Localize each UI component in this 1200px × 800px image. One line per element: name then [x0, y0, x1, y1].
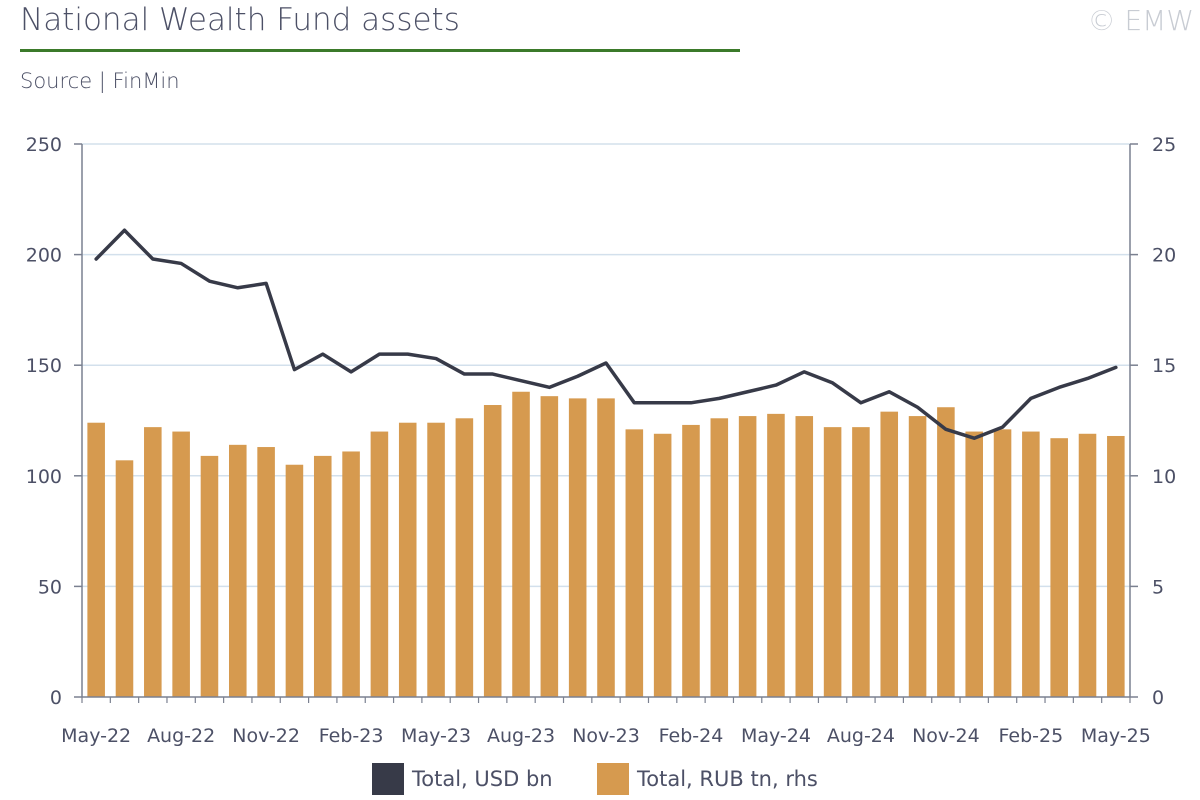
bar-May-23 [427, 422, 445, 697]
bar-Jan-24 [653, 433, 672, 697]
bar-Mar-23 [370, 431, 389, 697]
copyright-mark: © EMW [1087, 4, 1194, 37]
bar-Apr-24 [738, 416, 757, 697]
title-underline [20, 49, 740, 52]
bar-Dec-23 [625, 429, 644, 697]
chart-title: National Wealth Fund assets [20, 2, 460, 38]
bar-Apr-23 [398, 422, 417, 697]
left-tick-label: 50 [38, 576, 62, 598]
x-tick-label: Nov-23 [572, 725, 640, 747]
bar-Feb-25 [1022, 431, 1040, 697]
bar-Mar-25 [1050, 438, 1068, 697]
bar-Jul-23 [483, 405, 502, 697]
bar-Oct-23 [568, 398, 587, 697]
right-tick-label: 15 [1152, 355, 1176, 377]
left-tick-label: 250 [26, 134, 62, 156]
x-tick-label: May-24 [741, 725, 811, 747]
left-tick-label: 200 [26, 245, 62, 267]
x-tick-label: Feb-24 [659, 725, 724, 747]
bar-Sep-24 [880, 411, 899, 697]
legend: Total, USD bn Total, RUB tn, rhs [0, 763, 1200, 799]
bar-Aug-23 [512, 391, 530, 697]
bar-Jun-24 [795, 416, 814, 697]
bar-Jul-24 [823, 427, 842, 697]
bar-Dec-22 [285, 464, 304, 697]
legend-swatch-rub [597, 763, 629, 795]
bar-Jul-22 [144, 427, 162, 697]
bar-Aug-24 [852, 427, 870, 697]
x-tick-label: Aug-24 [827, 725, 895, 747]
bar-Nov-22 [257, 447, 275, 697]
right-tick-label: 5 [1152, 576, 1164, 598]
bar-Jun-22 [115, 460, 134, 697]
x-tick-label: May-23 [401, 725, 471, 747]
bar-Nov-23 [597, 398, 615, 697]
legend-label-usd: Total, USD bn [412, 767, 553, 791]
left-tick-label: 100 [26, 466, 62, 488]
bar-Oct-22 [229, 444, 247, 697]
x-tick-label: Nov-24 [912, 725, 980, 747]
bar-Jan-23 [313, 455, 332, 697]
bar-Dec-24 [965, 431, 983, 697]
bar-Feb-24 [682, 424, 700, 697]
x-tick-label: May-25 [1081, 725, 1151, 747]
x-tick-label: Aug-22 [147, 725, 215, 747]
x-tick-label: Feb-25 [999, 725, 1064, 747]
bar-May-25 [1107, 435, 1125, 697]
x-tick-label: May-22 [61, 725, 131, 747]
legend-item-usd: Total, USD bn [372, 763, 553, 795]
left-tick-label: 0 [50, 687, 62, 709]
bar-Apr-25 [1078, 433, 1097, 697]
bar-Feb-23 [342, 451, 360, 697]
bar-Oct-24 [908, 416, 927, 697]
right-tick-label: 25 [1152, 134, 1176, 156]
source-note: Source | FinMin [20, 69, 180, 93]
right-tick-label: 20 [1152, 245, 1176, 267]
bar-Sep-22 [200, 455, 219, 697]
x-tick-label: Aug-23 [487, 725, 555, 747]
x-tick-label: Nov-22 [232, 725, 300, 747]
bar-May-24 [767, 413, 785, 697]
bar-Sep-23 [540, 396, 559, 697]
bar-Mar-24 [710, 418, 729, 697]
left-tick-label: 150 [26, 355, 62, 377]
right-tick-label: 10 [1152, 466, 1176, 488]
right-tick-label: 0 [1152, 687, 1164, 709]
legend-item-rub: Total, RUB tn, rhs [597, 763, 818, 795]
bar-Aug-22 [172, 431, 190, 697]
x-tick-label: Feb-23 [319, 725, 384, 747]
line-series-usd [94, 228, 1118, 440]
legend-label-rub: Total, RUB tn, rhs [637, 767, 818, 791]
bar-Nov-24 [937, 407, 955, 697]
legend-swatch-usd [372, 763, 404, 795]
bar-May-22 [87, 422, 105, 697]
bar-Jun-23 [455, 418, 474, 697]
bar-Jan-25 [993, 429, 1012, 697]
chart-area: 0 50 100 150 200 250 0 5 10 15 20 25 May-22 Aug-22 Nov… [26, 134, 1176, 747]
